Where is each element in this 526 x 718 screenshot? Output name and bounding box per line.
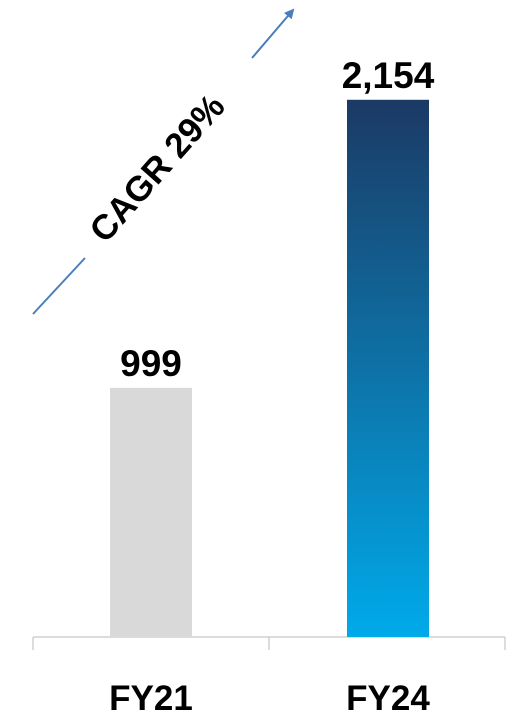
category-label-fy21: FY21 [109, 679, 193, 718]
value-label-fy21: 999 [120, 343, 182, 384]
cagr-annotation: CAGR 29% [82, 87, 232, 250]
cagr-arrow-lower-segment [32, 257, 86, 315]
bar-fy21 [110, 387, 192, 637]
category-label-fy24: FY24 [346, 679, 430, 718]
cagr-arrow-upper-segment [251, 8, 295, 59]
bar-fy24 [347, 99, 429, 637]
value-label-fy24: 2,154 [342, 55, 435, 96]
